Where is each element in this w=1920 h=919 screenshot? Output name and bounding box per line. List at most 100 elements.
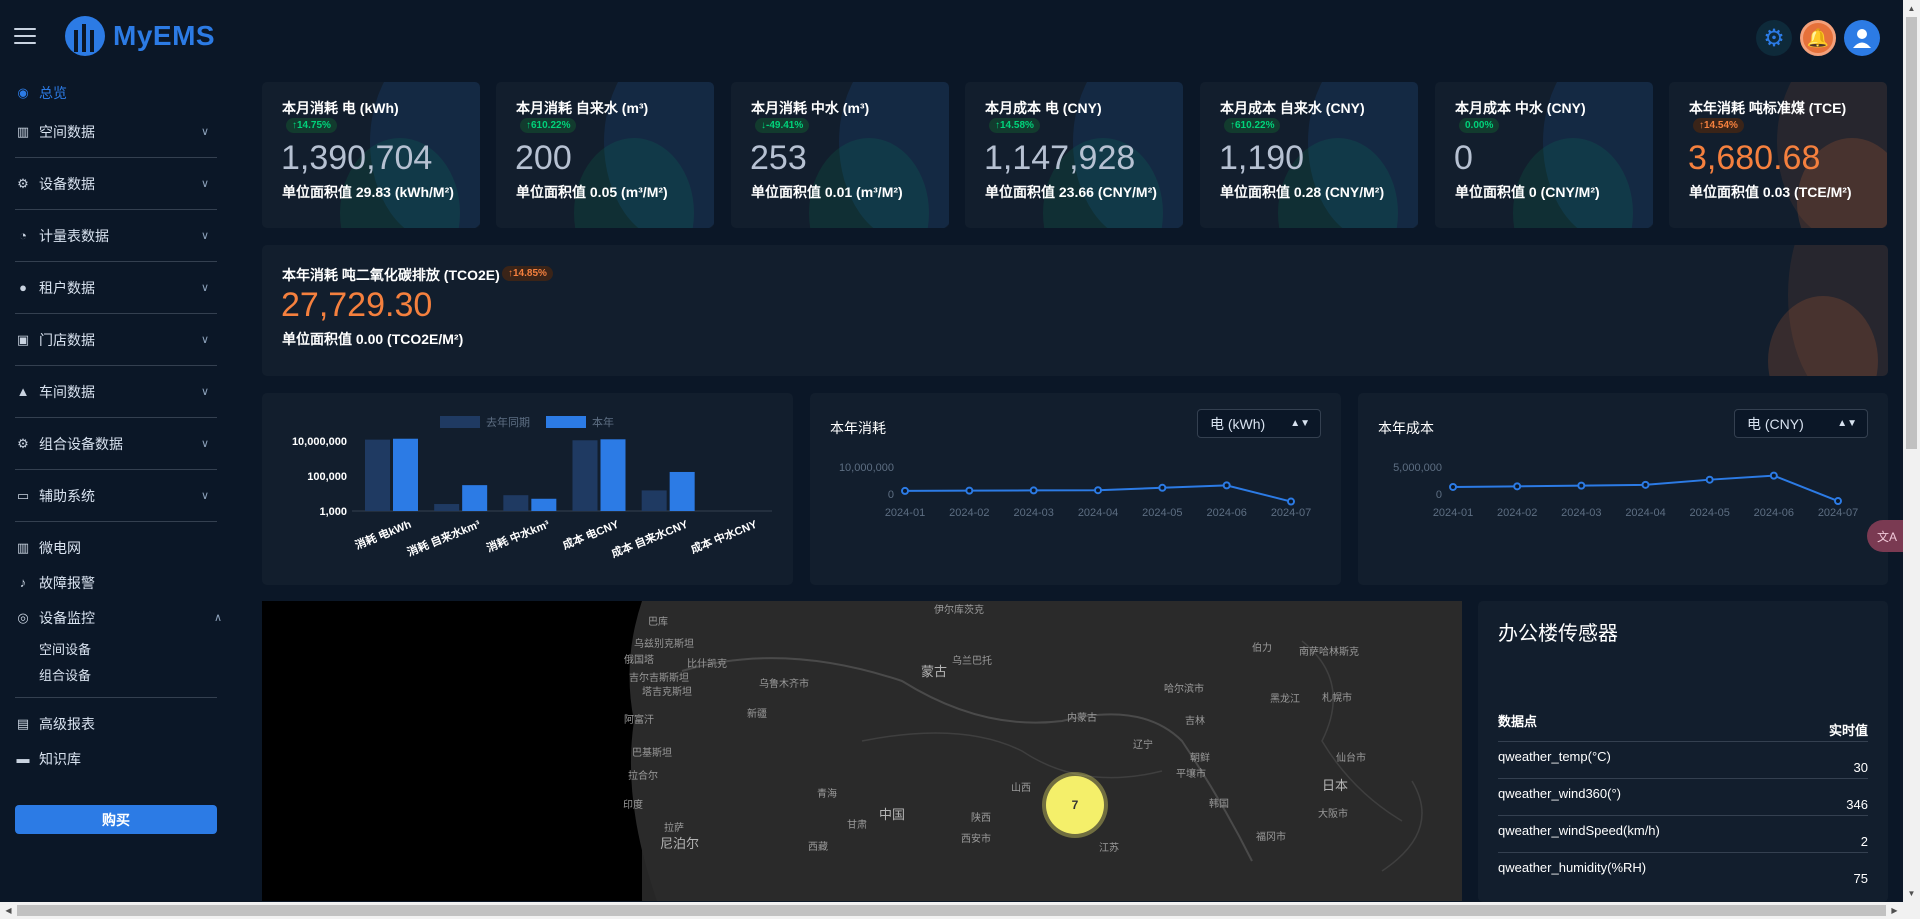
energy-type-select[interactable]: 电 (kWh) ▲▼ — [1197, 409, 1321, 438]
sensor-value: 2 — [1860, 834, 1868, 849]
data-point — [1029, 486, 1038, 495]
kpi-card: 本月消耗 中水 (m³) ↓-49.41% 253 单位面积值 0.01 (m³… — [731, 82, 949, 228]
sensor-value: 346 — [1846, 797, 1868, 812]
kpi-value: 0 — [1454, 139, 1473, 177]
data-point — [1705, 475, 1714, 484]
subnav-combined-equipment[interactable]: 组合设备 — [39, 667, 92, 683]
nav-space-data[interactable]: ▥ 空间数据 ∨ — [15, 106, 217, 158]
legend-swatch — [440, 416, 480, 428]
user-icon: ● — [19, 280, 27, 295]
nav-tenant-data[interactable]: ● 租户数据 ∨ — [15, 262, 217, 314]
consumption-line-chart: 10,000,000 0 2024-01 2024-02 2024-03 2024-04 2… — [839, 462, 1311, 519]
kpi-value: 1,147,928 — [984, 139, 1136, 177]
nav-equipment-monitoring[interactable]: ◎ 设备监控 ∧ — [0, 600, 230, 635]
buy-button[interactable]: 购买 — [15, 805, 217, 834]
scroll-thumb[interactable] — [1906, 17, 1917, 449]
nav-fault-alarm[interactable]: ♪ 故障报警 — [0, 565, 230, 600]
sensor-key: qweather_temp(°C) — [1498, 749, 1611, 764]
notification-bell-icon[interactable]: 🔔 — [1800, 20, 1836, 56]
kpi-card: 本月消耗 自来水 (m³) ↑610.22% 200 单位面积值 0.05 (m… — [496, 82, 714, 228]
nav-meter-data[interactable]: ◔ 计量表数据 ∨ — [15, 210, 217, 262]
map-view[interactable]: 伊尔库茨克 巴库 乌兹别克斯坦 俄国塔 比什凯克 吉尔吉斯斯坦 塔吉克斯坦 乌鲁木齐市 蒙古 乌兰… — [262, 601, 1462, 901]
y-tick-label: 1,000 — [319, 506, 347, 518]
logo[interactable]: MyEMS — [65, 16, 215, 56]
bar-last-year — [641, 490, 667, 511]
nav-auxiliary-system[interactable]: ▭ 辅助系统 ∨ — [15, 470, 217, 522]
bar-chart-card: 去年同期 本年 10,000,000 100,000 1,000 消耗 电kWh 消耗 自来… — [262, 393, 793, 585]
subnav-space-equipment[interactable]: 空间设备 — [39, 641, 92, 657]
nav-overview[interactable]: ◉ 总览 — [0, 80, 230, 106]
kpi-badge: ↑610.22% — [1224, 118, 1281, 133]
x-tick-label: 2024-04 — [1078, 507, 1118, 519]
data-point — [1449, 482, 1457, 491]
settings-gear-icon[interactable]: ⚙ — [1756, 20, 1792, 56]
col-data-point: 数据点 — [1498, 714, 1538, 729]
menu-toggle-icon[interactable] — [14, 28, 36, 44]
nav-store-data[interactable]: ▣ 门店数据 ∨ — [15, 314, 217, 366]
kpi-title: 本月消耗 电 (kWh) — [282, 100, 399, 116]
scroll-right-icon[interactable]: ▶ — [1891, 906, 1898, 915]
kpi-sub: 单位面积值 23.66 (CNY/M²) — [985, 184, 1157, 200]
x-tick-label: 2024-06 — [1754, 507, 1794, 519]
bar-this-year — [531, 498, 557, 511]
nav-equipment-data[interactable]: ⚙ 设备数据 ∨ — [15, 158, 217, 210]
nav-microgrid[interactable]: ▥ 微电网 — [16, 539, 81, 556]
user-avatar-icon[interactable] — [1844, 20, 1880, 56]
sensor-panel-title: 办公楼传感器 — [1498, 623, 1618, 645]
x-tick-label: 成本 中水CNY — [689, 517, 760, 557]
scroll-down-icon[interactable]: ▼ — [1907, 889, 1916, 898]
nav-advanced-reports[interactable]: ▤ 高级报表 — [16, 715, 95, 732]
sensor-row: qweather_windSpeed(km/h) 2 — [1498, 815, 1868, 852]
translate-icon[interactable]: 文A — [1867, 520, 1907, 552]
vertical-scrollbar[interactable]: ▲ ▼ — [1903, 0, 1920, 902]
map-place-label: 福冈市 — [1256, 832, 1286, 843]
data-point — [1094, 486, 1102, 495]
horizontal-scrollbar[interactable]: ◀ ▶ — [0, 902, 1920, 919]
map-place-label: 札幌市 — [1322, 693, 1352, 704]
kpi-value: 1,390,704 — [281, 139, 433, 177]
data-point — [965, 486, 974, 495]
sidebar-divider — [15, 697, 217, 698]
bar-last-year — [434, 504, 460, 511]
kpi-title: 本年消耗 吨标准煤 (TCE) — [1689, 100, 1847, 116]
eye-icon: ◎ — [17, 609, 29, 625]
bell-icon: ♪ — [19, 575, 27, 590]
kpi-sub: 单位面积值 0.03 (TCE/M²) — [1689, 184, 1852, 200]
map-cluster-marker[interactable]: 7 — [1046, 776, 1104, 834]
kpi-badge: ↑14.85% — [502, 266, 553, 281]
x-tick-label: 2024-02 — [1497, 507, 1537, 519]
kpi-badge: ↑14.75% — [286, 118, 337, 133]
chevron-down-icon: ∨ — [200, 282, 209, 294]
kpi-title: 本月消耗 中水 (m³) — [751, 100, 870, 116]
x-tick-label: 消耗 电kWh — [353, 517, 413, 552]
chevron-down-icon: ∨ — [200, 438, 209, 450]
scroll-thumb[interactable] — [17, 905, 1886, 916]
kpi-sub: 单位面积值 0.00 (TCO2E/M²) — [282, 331, 464, 347]
kpi-badge: ↑14.58% — [989, 118, 1040, 133]
kpi-value: 200 — [515, 139, 572, 177]
sidebar: ◉ 总览 ▥ 空间数据 ∨ ⚙ 设备数据 ∨ ◔ 计量表数据 ∨ ● 租户数据 ∨ ▣ 门店数据 ∨ … — [0, 80, 230, 776]
col-realtime-value: 实时值 — [1828, 723, 1868, 738]
cost-type-select[interactable]: 电 (CNY) ▲▼ — [1734, 409, 1868, 438]
scroll-left-icon[interactable]: ◀ — [5, 906, 12, 915]
y-tick-label: 5,000,000 — [1393, 462, 1442, 474]
scroll-up-icon[interactable]: ▲ — [1907, 4, 1916, 13]
data-point — [1834, 497, 1842, 506]
map-place-label: 拉合尔 — [628, 771, 658, 782]
x-tick-label: 2024-04 — [1625, 507, 1665, 519]
dashboard-icon: ◉ — [17, 85, 29, 100]
map-place-label: 青海 — [817, 789, 837, 800]
nav-workshop-data[interactable]: ▲ 车间数据 ∨ — [15, 366, 217, 418]
sort-arrows-icon: ▲▼ — [1290, 418, 1310, 429]
chevron-down-icon: ∨ — [200, 334, 209, 346]
kpi-sub: 单位面积值 0 (CNY/M²) — [1455, 184, 1600, 200]
nav-knowledge-base[interactable]: ▬ 知识库 — [16, 750, 82, 767]
kpi-badge: ↓-49.41% — [755, 118, 810, 133]
monitor-icon: ▭ — [16, 487, 30, 503]
sensor-key: qweather_windSpeed(km/h) — [1498, 823, 1660, 838]
nav-combined-equipment-data[interactable]: ⚙ 组合设备数据 ∨ — [15, 418, 217, 470]
kpi-card: 本月成本 中水 (CNY) 0.00% 0 单位面积值 0 (CNY/M²) — [1435, 82, 1653, 228]
kpi-title: 本月成本 中水 (CNY) — [1455, 100, 1586, 116]
x-tick-label: 2024-07 — [1271, 507, 1311, 519]
folder-icon: ▬ — [16, 751, 30, 766]
